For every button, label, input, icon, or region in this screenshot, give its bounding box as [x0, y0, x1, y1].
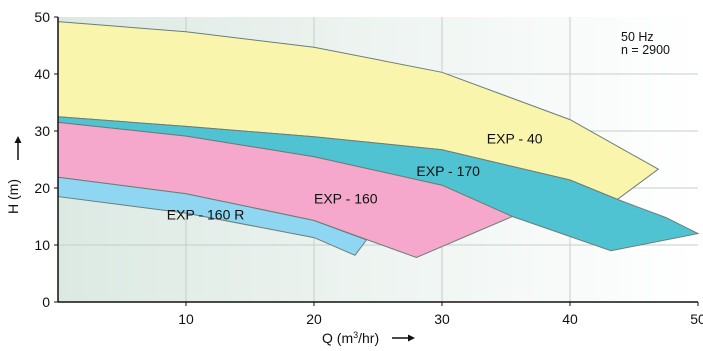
svg-text:H (m): H (m)	[5, 179, 21, 214]
tick-labels: 10 20 30 40 50 0 10 20 30 40 50	[34, 9, 703, 327]
y-tick-label-40: 40	[34, 66, 50, 82]
y-tick-label-50: 50	[34, 9, 50, 25]
x-axis-arrowhead	[408, 334, 415, 342]
y-axis-title: H (m)	[5, 136, 22, 214]
x-tick-label-40: 40	[562, 311, 578, 327]
x-tick-label-30: 30	[434, 311, 450, 327]
x-axis-title: Q (m3/hr)	[322, 330, 415, 346]
label-exp-170: EXP - 170	[416, 163, 480, 179]
y-axis-arrowhead	[14, 136, 22, 143]
x-tick-label-10: 10	[178, 311, 194, 327]
curve-areas	[57, 21, 700, 259]
speed-note: n = 2900	[621, 43, 670, 57]
frequency-note: 50 Hz	[621, 30, 654, 44]
label-exp-160: EXP - 160	[314, 190, 378, 206]
label-exp-160-r: EXP - 160 R	[167, 206, 245, 222]
svg-text:Q (m3/hr): Q (m3/hr)	[322, 330, 379, 346]
label-exp-40: EXP - 40	[487, 131, 543, 147]
axes	[57, 17, 698, 303]
y-tick-label-30: 30	[34, 123, 50, 139]
y-tick-label-0: 0	[42, 294, 50, 310]
y-tick-label-20: 20	[34, 180, 50, 196]
series-labels: EXP - 40 EXP - 170 EXP - 160 EXP - 160 R	[167, 131, 543, 223]
x-tick-label-50: 50	[690, 311, 703, 327]
area-exp-160-r	[57, 176, 368, 256]
x-tick-label-20: 20	[306, 311, 322, 327]
y-tick-label-10: 10	[34, 237, 50, 253]
